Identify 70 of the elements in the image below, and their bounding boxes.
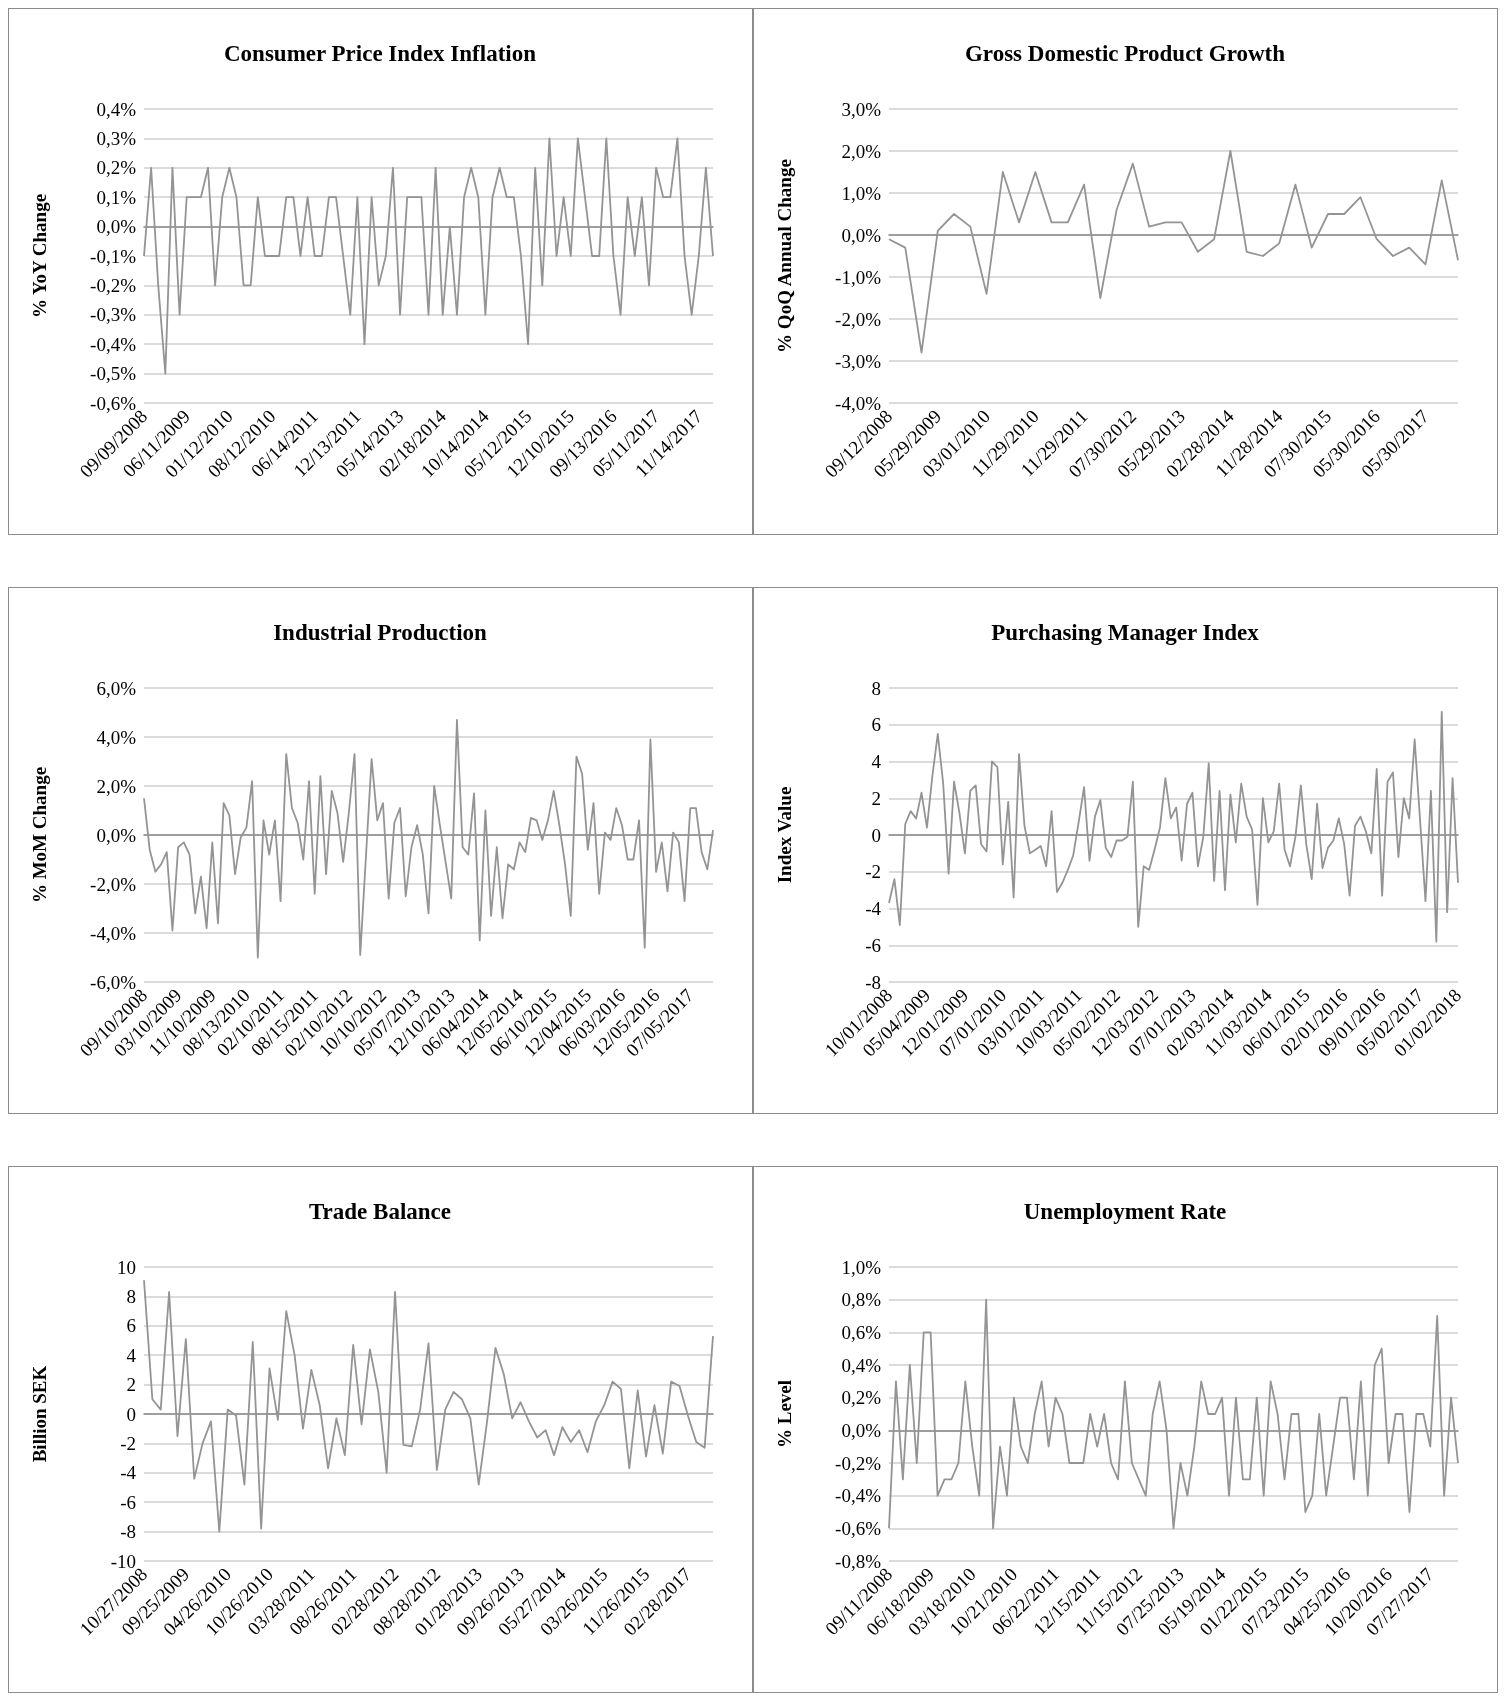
y-tick-label: 0,0%: [96, 216, 137, 238]
y-tick-label: 8: [126, 1285, 136, 1307]
y-tick-label: 2,0%: [841, 140, 882, 162]
y-tick-label: -8: [865, 971, 881, 993]
y-tick-label: 1,0%: [841, 1256, 882, 1278]
y-tick-label: 0,2%: [96, 157, 137, 179]
line-series: [143, 137, 714, 375]
y-tick-label: 8: [871, 677, 881, 699]
y-tick-label: -0,4%: [835, 1485, 882, 1507]
chart-title: Unemployment Rate: [1023, 1199, 1227, 1224]
y-tick-label: -2,0%: [90, 873, 137, 895]
y-tick-label: 10: [117, 1256, 136, 1278]
y-tick-label: -2: [865, 861, 881, 883]
y-tick-label: 6,0%: [96, 677, 137, 699]
chart-title: Trade Balance: [308, 1199, 452, 1224]
y-tick-label: 0,8%: [841, 1289, 882, 1311]
y-tick-label: -0,3%: [90, 304, 137, 326]
line-series: [143, 1279, 714, 1533]
y-tick-label: 4: [871, 751, 882, 772]
y-tick-label: -8: [120, 1521, 136, 1543]
y-tick-label: -2,0%: [835, 308, 882, 330]
line-series: [888, 150, 1459, 354]
line-series: [143, 718, 714, 959]
y-tick-label: 2: [871, 787, 881, 809]
y-tick-label: 0: [871, 824, 881, 846]
y-axis-title: % QoQ Annual Change: [774, 159, 795, 353]
y-tick-label: 0,1%: [96, 186, 137, 208]
y-tick-label: 0: [126, 1403, 136, 1425]
line-series: [888, 1298, 1459, 1530]
y-tick-label: -0,6%: [835, 1517, 882, 1539]
y-tick-label: -2: [120, 1432, 136, 1454]
y-axis-title: Billion SEK: [29, 1365, 50, 1463]
y-tick-label: 2,0%: [96, 775, 137, 797]
y-tick-label: -0,5%: [90, 363, 137, 385]
chart-title: Purchasing Manager Index: [991, 620, 1260, 645]
y-axis-title: % YoY Change: [29, 193, 50, 319]
y-tick-label: -0,1%: [90, 245, 137, 267]
y-tick-label: -4,0%: [90, 922, 137, 944]
y-tick-label: 0,3%: [96, 127, 137, 149]
y-tick-label: 4,0%: [96, 726, 137, 748]
y-tick-label: -0,2%: [90, 274, 137, 296]
y-tick-label: -6: [865, 934, 881, 956]
y-tick-label: 3,0%: [841, 98, 882, 120]
y-tick-label: -0,2%: [835, 1452, 882, 1474]
y-tick-label: -10: [110, 1550, 136, 1572]
y-axis-title: % MoM Change: [29, 766, 50, 904]
y-tick-label: 2: [126, 1374, 136, 1396]
y-tick-label: 0,6%: [841, 1321, 882, 1343]
y-tick-label: -3,0%: [835, 350, 882, 372]
y-tick-label: 6: [871, 714, 881, 736]
y-tick-label: 0,4%: [96, 98, 137, 120]
chart-title: Consumer Price Index Inflation: [224, 41, 537, 66]
y-tick-label: 1,0%: [841, 182, 882, 204]
y-tick-label: -0,4%: [90, 333, 137, 355]
y-axis-title: % Level: [774, 1379, 795, 1449]
y-tick-label: 0,4%: [841, 1354, 882, 1376]
y-tick-label: 0,0%: [96, 824, 137, 846]
y-tick-label: -4: [120, 1462, 137, 1484]
chart-title: Gross Domestic Product Growth: [964, 41, 1286, 66]
y-tick-label: 0,0%: [841, 1419, 882, 1441]
y-axis-title: Index Value: [774, 786, 795, 884]
y-tick-label: 4: [126, 1344, 137, 1366]
y-tick-label: 0,2%: [841, 1387, 882, 1409]
line-series: [888, 710, 1459, 943]
y-tick-label: -1,0%: [835, 266, 882, 288]
chart-title: Industrial Production: [273, 620, 488, 645]
y-tick-label: -4: [865, 898, 882, 919]
y-tick-label: 6: [126, 1315, 136, 1337]
y-tick-label: 0,0%: [841, 224, 882, 246]
y-tick-label: -6: [120, 1491, 136, 1513]
